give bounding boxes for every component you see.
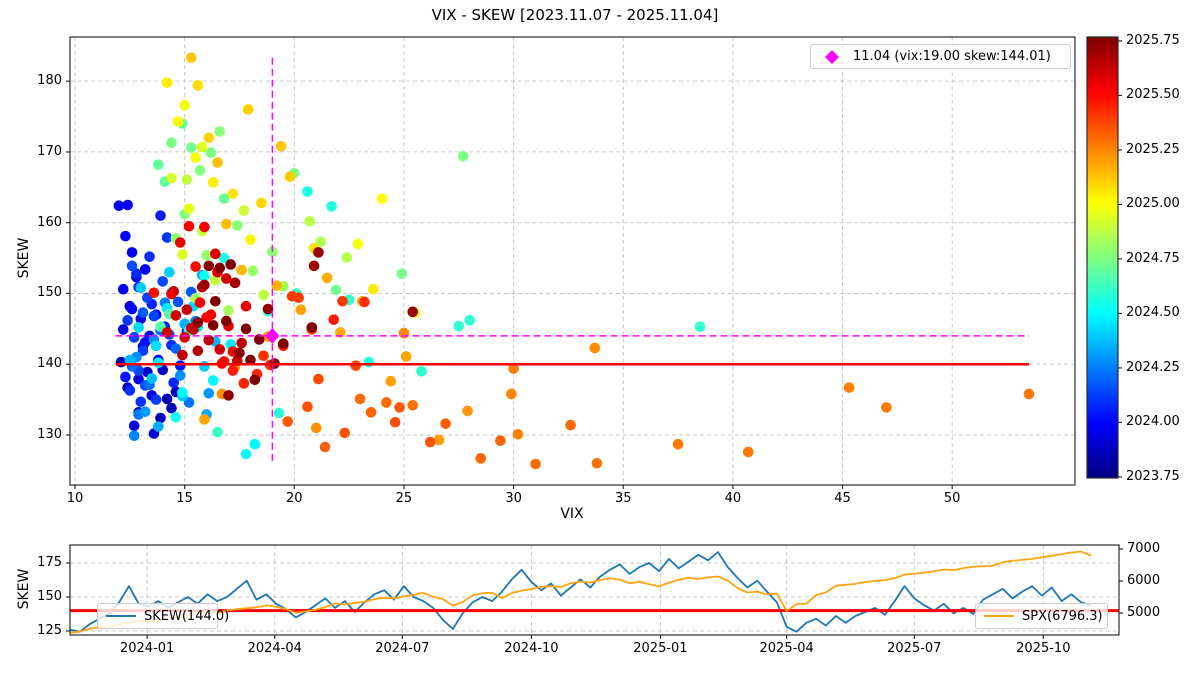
colorbar-tick: 2025.75 [1126, 32, 1180, 48]
colorbar-tick: 2024.75 [1126, 250, 1180, 266]
timeseries-x-tick: 2024-01 [119, 641, 175, 656]
colorbar-tick: 2024.50 [1126, 305, 1180, 321]
scatter-legend: 11.04 (vix:19.00 skew:144.01) [810, 44, 1071, 69]
skew-line-icon [106, 615, 136, 617]
colorbar-tick: 2023.75 [1126, 468, 1180, 484]
scatter-y-tick: 140 [37, 356, 62, 372]
colorbar-tick: 2025.25 [1126, 141, 1180, 157]
timeseries-plot [66, 544, 1123, 639]
timeseries-x-tick: 2025-01 [633, 641, 688, 656]
scatter-x-tick: 25 [395, 491, 413, 506]
spx-legend: SPX(6796.3) [975, 603, 1108, 629]
scatter-x-tick: 40 [724, 491, 742, 506]
scatter-y-tick: 180 [37, 73, 62, 89]
scatter-x-tick: 10 [66, 491, 84, 506]
scatter-y-tick: 150 [37, 285, 62, 301]
timeseries-right-y-tick: 6000 [1127, 573, 1161, 588]
scatter-y-tick: 170 [37, 143, 62, 159]
colorbar-tick: 2025.00 [1126, 196, 1180, 212]
colorbar-tick: 2025.50 [1126, 87, 1180, 103]
scatter-ylabel: SKEW [16, 237, 32, 279]
colorbar-tick: 2024.25 [1126, 359, 1180, 375]
skew-legend-label: SKEW(144.0) [144, 608, 230, 624]
spx-line-icon [984, 615, 1014, 617]
scatter-legend-label: 11.04 (vix:19.00 skew:144.01) [853, 49, 1051, 64]
timeseries-x-tick: 2024-07 [375, 641, 430, 656]
timeseries-right-y-tick: 7000 [1127, 541, 1161, 556]
timeseries-x-tick: 2024-04 [247, 641, 302, 656]
scatter-x-tick: 50 [943, 491, 961, 506]
colorbar [1086, 36, 1122, 479]
timeseries-left-y-tick: 175 [37, 555, 62, 570]
skew-legend: SKEW(144.0) [97, 603, 229, 629]
diamond-marker-icon [825, 49, 839, 64]
scatter-y-tick: 130 [37, 427, 62, 442]
scatter-x-tick: 35 [614, 491, 632, 506]
scatter-x-tick: 45 [834, 491, 851, 506]
chart-title: VIX - SKEW [2023.11.07 - 2025.11.04] [431, 6, 719, 24]
scatter-xlabel: VIX [560, 506, 584, 522]
timeseries-left-y-tick: 150 [37, 589, 62, 604]
scatter-x-tick: 15 [176, 491, 193, 506]
scatter-x-tick: 30 [505, 491, 522, 506]
scatter-y-tick: 160 [37, 214, 62, 230]
timeseries-x-tick: 2024-10 [504, 641, 559, 656]
timeseries-right-y-tick: 5000 [1127, 605, 1161, 620]
scatter-x-tick: 20 [286, 491, 303, 506]
timeseries-left-y-tick: 125 [37, 623, 62, 638]
scatter-plot [66, 36, 1076, 489]
colorbar-tick: 2024.00 [1126, 414, 1180, 430]
spx-legend-label: SPX(6796.3) [1022, 608, 1103, 624]
timeseries-x-tick: 2025-04 [759, 641, 814, 656]
timeseries-x-tick: 2025-10 [1016, 641, 1071, 656]
timeseries-x-tick: 2025-07 [887, 641, 942, 656]
